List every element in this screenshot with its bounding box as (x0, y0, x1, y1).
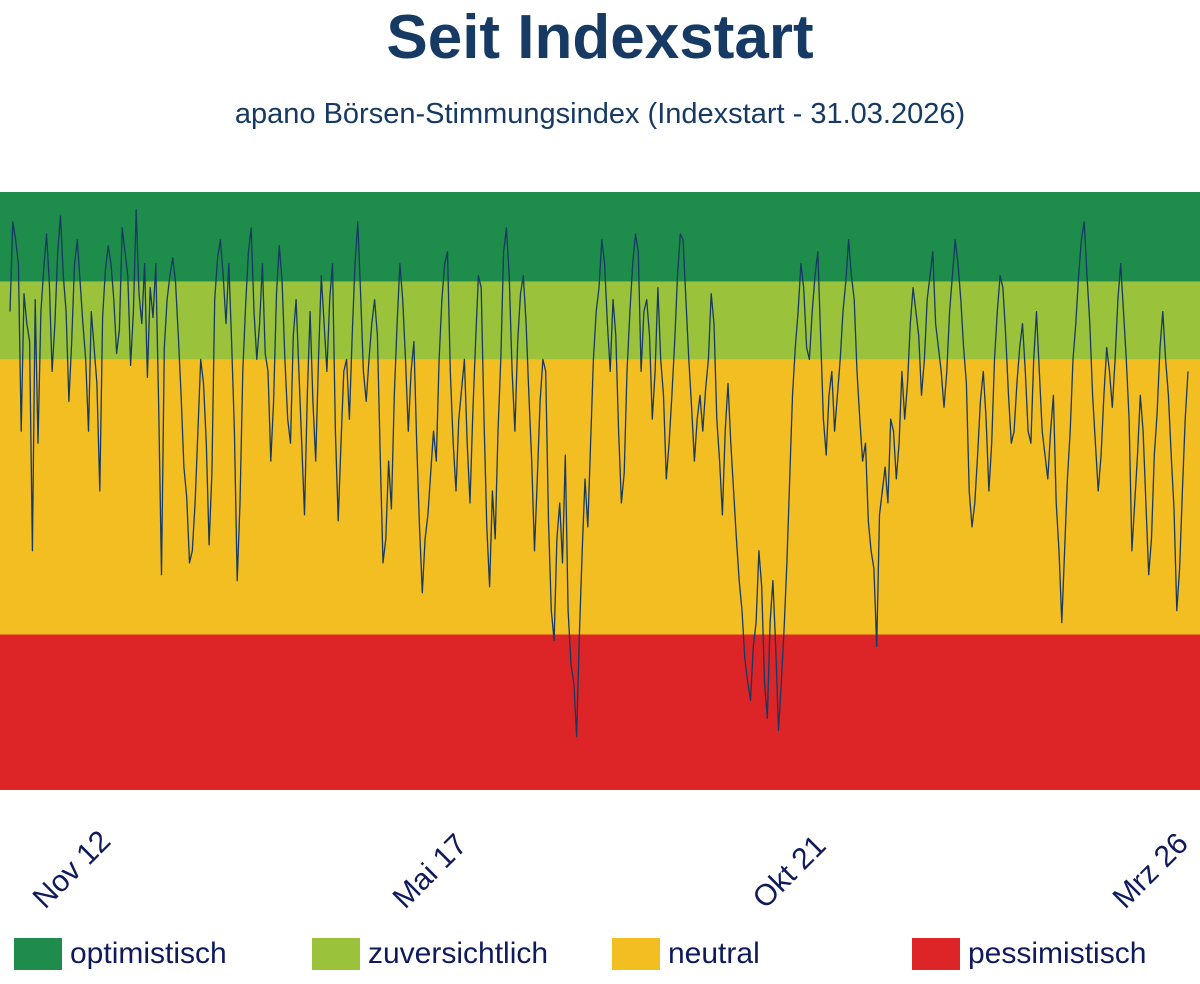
legend-swatch-neutral (612, 938, 660, 970)
x-tick-label: Mai 17 (387, 828, 474, 915)
legend-label: optimistisch (70, 937, 227, 970)
legend-swatch-optimistisch (14, 938, 62, 970)
sentiment-line (9, 209, 1189, 737)
x-tick-label: Okt 21 (747, 829, 833, 915)
sentiment-chart: Nov 12 Mai 17 Okt 21 Mrz 26 (0, 192, 1200, 915)
legend-label: pessimistisch (968, 937, 1147, 970)
legend-swatch-pessimistisch (912, 938, 960, 970)
legend-item-zuversichtlich: zuversichtlich (312, 936, 548, 972)
band-zuversichtlich (0, 281, 1200, 360)
chart-subtitle: apano Börsen-Stimmungsindex (Indexstart … (234, 98, 966, 130)
band-pessimistisch (0, 634, 1200, 790)
band-neutral (0, 359, 1200, 635)
legend-item-neutral: neutral (612, 936, 760, 972)
legend-item-pessimistisch: pessimistisch (912, 936, 1146, 972)
legend-label: neutral (668, 937, 760, 970)
sentiment-bands (0, 192, 1200, 790)
chart-title: Seit Indexstart (386, 3, 814, 72)
x-tick-label: Nov 12 (27, 824, 118, 915)
legend-label: zuversichtlich (368, 937, 549, 970)
legend-item-optimistisch: optimistisch (14, 936, 227, 972)
legend-swatch-zuversichtlich (312, 938, 360, 970)
x-tick-label: Mrz 26 (1107, 827, 1195, 915)
